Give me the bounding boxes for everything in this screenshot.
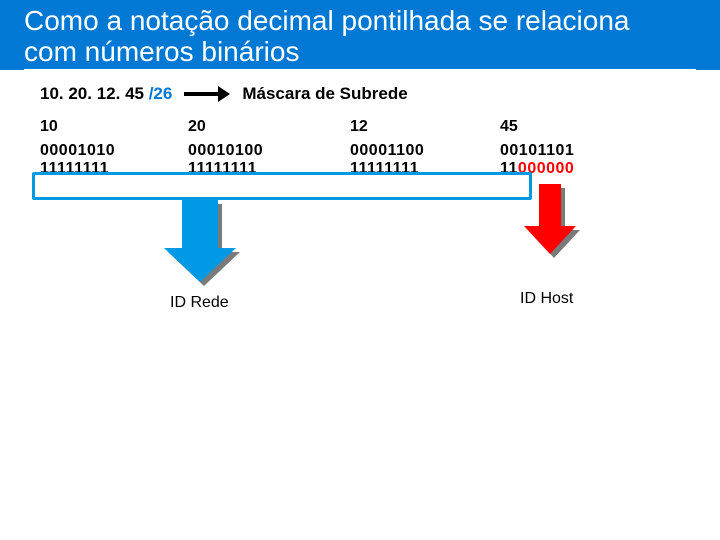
octet-dec: 20 (188, 118, 263, 136)
network-bits-highlight-box (32, 172, 532, 200)
slide-header: Como a notação decimal pontilhada se rel… (0, 0, 720, 70)
octet-col-2: 12 00001100 11111111 (350, 118, 424, 178)
subnet-mask-label: Máscara de Subrede (242, 84, 407, 104)
cidr-suffix: /26 (149, 84, 173, 103)
octet-bin: 00001100 (350, 142, 424, 160)
octet-dec: 12 (350, 118, 424, 136)
host-id-label: ID Host (520, 290, 573, 308)
octet-bin: 00001010 (40, 142, 115, 160)
octet-columns: 10 00001010 11111111 20 00010100 1111111… (40, 118, 680, 248)
arrow-right-icon (184, 92, 220, 96)
octet-col-0: 10 00001010 11111111 (40, 118, 115, 178)
ip-octets-text: 10. 20. 12. 45 (40, 84, 149, 103)
slide-title: Como a notação decimal pontilhada se rel… (24, 6, 696, 71)
octet-dec: 45 (500, 118, 574, 136)
octet-col-1: 20 00010100 11111111 (188, 118, 263, 178)
slide-content: 10. 20. 12. 45 /26 Máscara de Subrede 10… (0, 70, 720, 248)
octet-dec: 10 (40, 118, 115, 136)
octet-bin: 00101101 (500, 142, 574, 160)
ip-address: 10. 20. 12. 45 /26 (40, 84, 172, 104)
ip-row: 10. 20. 12. 45 /26 Máscara de Subrede (40, 84, 680, 104)
network-id-label: ID Rede (170, 294, 229, 312)
octet-bin: 00010100 (188, 142, 263, 160)
octet-col-3: 45 00101101 11000000 (500, 118, 574, 178)
